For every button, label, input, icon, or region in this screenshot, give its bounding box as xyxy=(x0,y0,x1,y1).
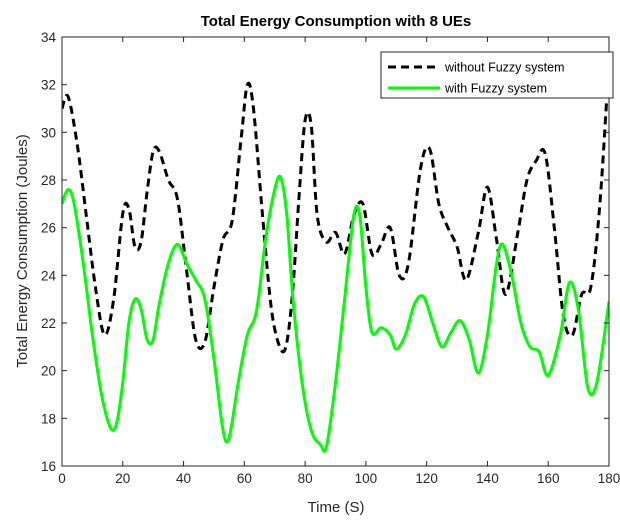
y-tick-label: 28 xyxy=(41,173,56,188)
y-tick-label: 34 xyxy=(41,30,57,45)
series-line-without-fuzzy xyxy=(62,60,609,354)
legend-box xyxy=(380,51,614,99)
x-tick-label: 140 xyxy=(476,471,499,486)
x-tick-label: 20 xyxy=(115,471,130,486)
x-tick-label: 80 xyxy=(298,471,313,486)
x-tick-label: 40 xyxy=(176,471,191,486)
y-tick-label: 20 xyxy=(41,364,56,379)
x-tick-label: 0 xyxy=(58,471,66,486)
chart-title: Total Energy Consumption with 8 UEs xyxy=(201,13,472,30)
axes-box xyxy=(61,36,610,467)
plot-area xyxy=(62,37,609,466)
x-tick-label: 100 xyxy=(355,471,378,486)
plot-background xyxy=(62,37,609,466)
legend-label-without-fuzzy: without Fuzzy system xyxy=(444,61,564,75)
legend: without Fuzzy system with Fuzzy system xyxy=(380,51,614,99)
y-tick-label: 24 xyxy=(41,268,57,283)
y-tick-label: 22 xyxy=(41,316,56,331)
y-tick-label: 32 xyxy=(41,78,56,93)
x-axis-label: Time (S) xyxy=(308,499,365,516)
tick-labels: 0 20 40 60 80 100 120 140 160 180 16 18 20 22 24 26 28 30… xyxy=(41,30,620,486)
y-axis-label: Total Energy Consumption (Joules) xyxy=(14,134,31,367)
x-tick-label: 120 xyxy=(415,471,438,486)
axes xyxy=(61,36,610,467)
x-tick-label: 160 xyxy=(537,471,560,486)
x-tick-label: 60 xyxy=(237,471,252,486)
x-tick-label: 180 xyxy=(598,471,620,486)
y-tick-label: 30 xyxy=(41,125,56,140)
series-layer xyxy=(62,60,609,453)
legend-label-with-fuzzy: with Fuzzy system xyxy=(444,82,547,96)
y-tick-label: 18 xyxy=(41,411,56,426)
series-line-with-fuzzy xyxy=(62,174,609,453)
y-tick-label: 16 xyxy=(41,459,56,474)
y-tick-label: 26 xyxy=(41,221,56,236)
